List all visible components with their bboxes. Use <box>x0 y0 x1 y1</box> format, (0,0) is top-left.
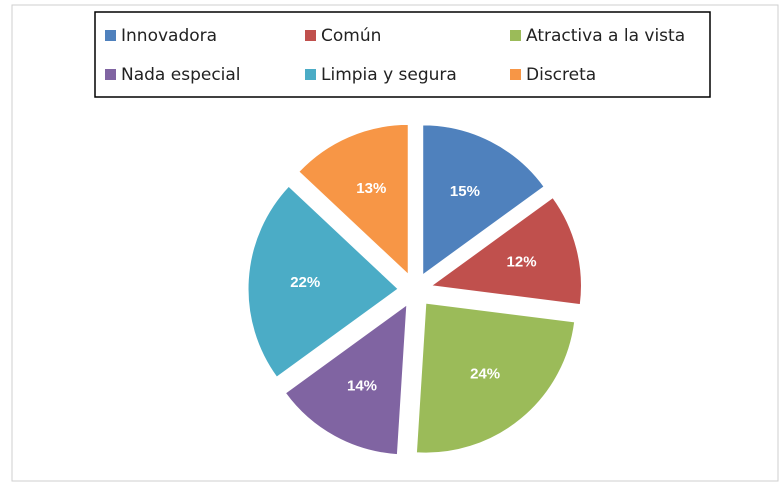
pie-slice <box>430 196 582 306</box>
slice-label: 22% <box>290 274 320 291</box>
slice-label: 14% <box>347 377 377 394</box>
legend-label: Limpia y segura <box>321 65 457 85</box>
legend-label: Discreta <box>526 65 596 85</box>
legend-swatch <box>510 30 521 41</box>
pie-slice <box>284 303 408 456</box>
legend-swatch <box>510 69 521 80</box>
pie-slice <box>247 185 399 378</box>
legend-box <box>94 11 711 98</box>
legend-swatch <box>105 30 116 41</box>
legend-label: Atractiva a la vista <box>526 26 685 46</box>
pie-slice <box>298 123 409 276</box>
slice-label: 12% <box>507 254 537 271</box>
legend-swatch <box>105 69 116 80</box>
legend-label: Innovadora <box>121 26 217 46</box>
slice-label: 24% <box>470 366 500 383</box>
legend-swatch <box>305 30 316 41</box>
slice-label: 15% <box>450 183 480 200</box>
pie-slice <box>415 302 576 454</box>
legend-label: Nada especial <box>121 65 241 85</box>
slice-label: 13% <box>356 180 386 197</box>
pie-slice <box>422 124 545 276</box>
legend-swatch <box>305 69 316 80</box>
legend-label: Común <box>321 26 381 46</box>
